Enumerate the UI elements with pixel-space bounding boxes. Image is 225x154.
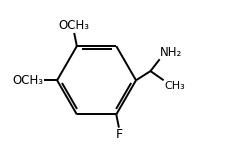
Text: F: F — [115, 128, 122, 141]
Text: CH₃: CH₃ — [164, 81, 184, 91]
Text: OCH₃: OCH₃ — [12, 74, 43, 87]
Text: OCH₃: OCH₃ — [58, 19, 89, 32]
Text: NH₂: NH₂ — [160, 46, 182, 59]
